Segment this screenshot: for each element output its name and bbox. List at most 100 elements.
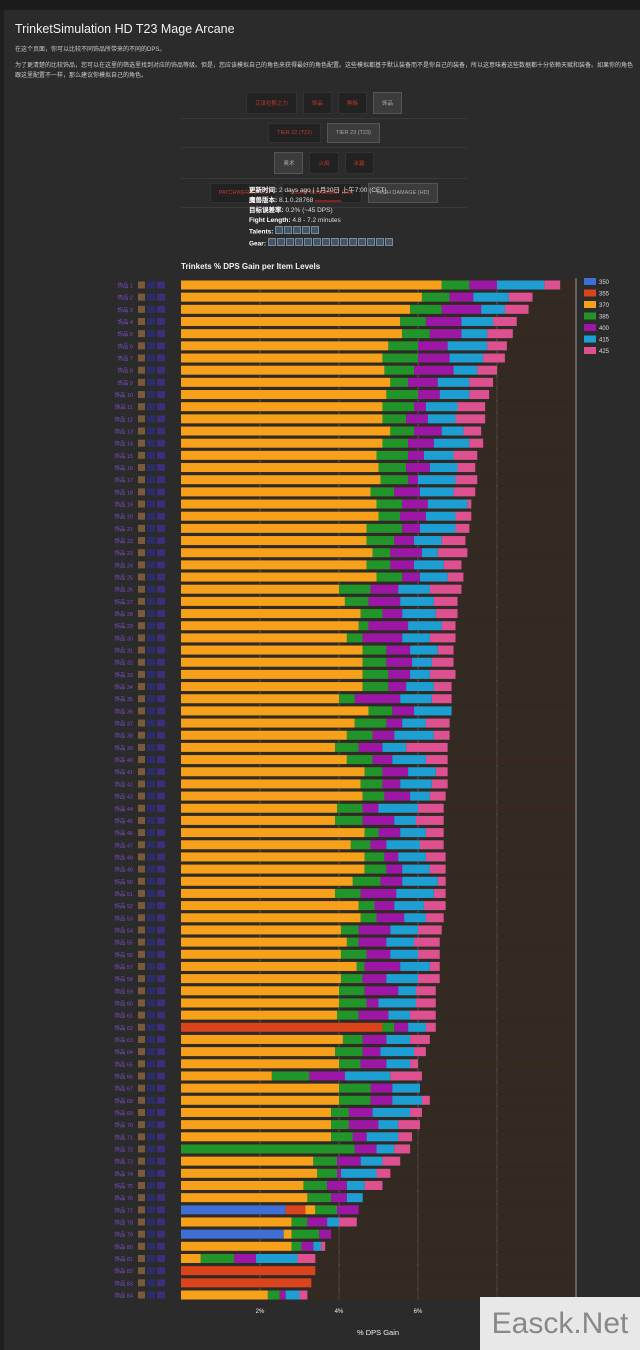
bar-segment-385 xyxy=(331,1107,349,1117)
row-label: 饰品 70 xyxy=(114,1121,133,1129)
bar-segment-400 xyxy=(384,791,411,801)
bar-segment-400 xyxy=(348,1107,373,1117)
row-label: 饰品 10 xyxy=(114,391,133,399)
filter-button[interactable]: HIGH DAMAGE (HD) xyxy=(368,183,439,203)
bar-segment-400 xyxy=(408,377,438,387)
gear-icons[interactable] xyxy=(267,238,394,250)
bar-segment-425 xyxy=(508,292,533,302)
talent-icon xyxy=(157,658,165,666)
bar-segment-400 xyxy=(307,1217,328,1227)
row-label: 饰品 74 xyxy=(114,1170,133,1178)
row-label: 饰品 49 xyxy=(114,866,133,874)
row-icon xyxy=(138,829,145,837)
bar-segment-400 xyxy=(354,694,401,704)
sim-icon xyxy=(147,1279,155,1287)
bar-segment-400 xyxy=(380,876,403,886)
bar-segment-370 xyxy=(181,1107,332,1117)
chart-title: Trinkets % DPS Gain per Item Levels xyxy=(181,262,321,271)
bar-segment-370 xyxy=(181,572,377,582)
bar-segment-370 xyxy=(181,706,369,716)
row-label: 饰品 75 xyxy=(114,1182,133,1190)
filter-button[interactable]: 饰品 xyxy=(373,92,403,114)
sim-icon xyxy=(147,1011,155,1019)
bar-segment-425 xyxy=(453,487,476,497)
bar-segment-370 xyxy=(181,1241,292,1251)
bar-segment-370 xyxy=(181,1071,272,1081)
bar-segment-370 xyxy=(181,499,377,509)
row-icon xyxy=(138,695,145,703)
sim-icon xyxy=(147,512,155,520)
bar-segment-370 xyxy=(181,402,383,412)
bar-segment-400 xyxy=(362,1047,381,1057)
bar-segment-370 xyxy=(181,682,363,692)
row-label: 饰品 31 xyxy=(114,647,133,655)
filter-button[interactable]: TIER 22 (T22) xyxy=(268,123,321,143)
row-label: 饰品 38 xyxy=(114,732,133,740)
bar-segment-400 xyxy=(327,1180,347,1190)
talent-icons[interactable] xyxy=(275,226,320,238)
row-icon xyxy=(138,537,145,545)
filter-button[interactable]: TIER 23 (T23) xyxy=(327,123,380,143)
sim-icon xyxy=(147,780,155,788)
bar-segment-370 xyxy=(181,657,363,667)
legend-label: 415 xyxy=(599,338,610,344)
row-label: 饰品 84 xyxy=(114,1292,133,1300)
row-icon xyxy=(138,1023,145,1031)
row-label: 饰品 78 xyxy=(114,1218,133,1226)
talent-icon xyxy=(157,476,165,484)
sim-icon xyxy=(147,561,155,569)
row-icon xyxy=(138,962,145,970)
bar-segment-385 xyxy=(317,1168,338,1178)
bar-segment-385 xyxy=(337,803,363,813)
talent-icon xyxy=(157,464,165,472)
sim-icon xyxy=(147,597,155,605)
talent-icon xyxy=(157,1279,165,1287)
filter-button[interactable]: LIGHT MOVEMENT (LM) xyxy=(281,183,363,203)
row-icon xyxy=(138,1084,145,1092)
bar-segment-415 xyxy=(388,1010,411,1020)
bar-segment-425 xyxy=(429,584,462,594)
bar-segment-370 xyxy=(181,280,442,290)
bar-segment-385 xyxy=(384,365,415,375)
row-label: 饰品 14 xyxy=(114,440,133,448)
bar-segment-385 xyxy=(360,609,383,619)
bar-segment-400 xyxy=(352,1132,367,1142)
sim-icon xyxy=(147,1023,155,1031)
bar-segment-415 xyxy=(386,937,415,947)
filter-button[interactable]: 奥术 xyxy=(274,152,304,174)
filter-button[interactable]: PATCHWERK (PW) xyxy=(209,183,276,203)
filter-button[interactable]: 饰品 xyxy=(302,92,332,114)
bar-segment-415 xyxy=(437,377,470,387)
bar-segment-370 xyxy=(181,767,365,777)
talent-icon xyxy=(157,719,165,727)
row-background xyxy=(181,1265,576,1277)
row-icon xyxy=(138,658,145,666)
talent-icon xyxy=(157,1096,165,1104)
bar-segment-370 xyxy=(181,292,422,302)
filter-button[interactable]: 冰霜 xyxy=(344,152,374,174)
bar-segment-425 xyxy=(429,633,456,643)
bar-segment-425 xyxy=(425,852,446,862)
sim-icon xyxy=(147,1206,155,1214)
talent-icon xyxy=(157,634,165,642)
filter-button[interactable]: 种族 xyxy=(338,92,368,114)
row-icon xyxy=(138,975,145,983)
row-icon xyxy=(138,1108,145,1116)
bar-segment-370 xyxy=(181,694,339,704)
talent-icon xyxy=(157,1169,165,1177)
bar-segment-400 xyxy=(368,621,409,631)
bar-segment-385 xyxy=(388,341,418,351)
bar-segment-415 xyxy=(390,949,418,959)
talent-icon xyxy=(157,1291,165,1299)
talent-icon xyxy=(157,962,165,970)
row-label: 饰品 65 xyxy=(114,1060,133,1068)
row-label: 饰品 47 xyxy=(114,841,133,849)
talent-icon xyxy=(157,1048,165,1056)
filter-button[interactable]: 火焰 xyxy=(309,152,339,174)
bar-segment-385 xyxy=(386,390,418,400)
bar-segment-400 xyxy=(360,888,397,898)
filter-button[interactable]: 艾泽拉斯之力 xyxy=(245,92,297,114)
bar-segment-400 xyxy=(279,1290,286,1300)
row-label: 饰品 50 xyxy=(114,878,133,886)
bar-segment-370 xyxy=(181,475,381,485)
